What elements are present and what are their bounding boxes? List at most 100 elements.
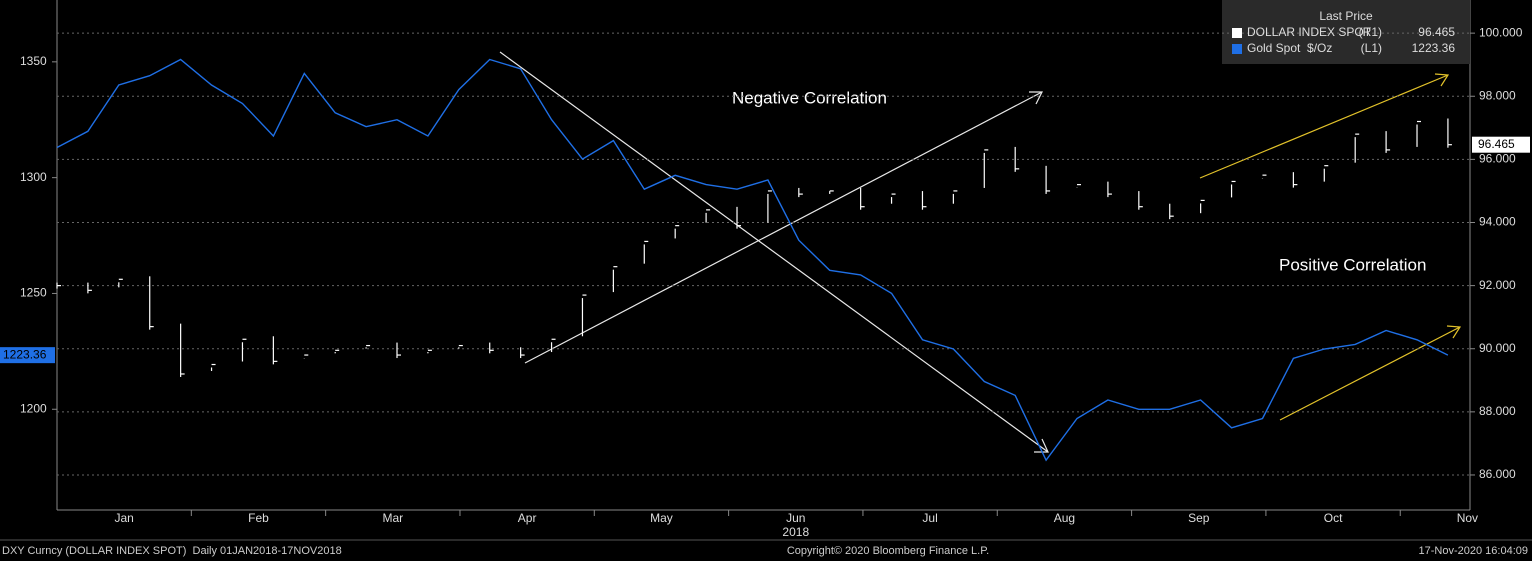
price-bar [674, 225, 680, 239]
arrows-yellow [1199, 73, 1462, 421]
price-bar [1169, 203, 1174, 220]
arrow [1279, 326, 1461, 421]
price-bar [1200, 199, 1205, 214]
arrow [1199, 74, 1449, 179]
last-value-label: 96.465 [1478, 137, 1515, 151]
price-bar [427, 349, 432, 354]
price-bar [180, 323, 185, 377]
arrow [524, 91, 1043, 364]
price-bar [767, 190, 772, 223]
year-label: 2018 [782, 525, 809, 539]
price-bar [1416, 120, 1422, 147]
price-bar [1323, 165, 1329, 182]
footer-right: 17-Nov-2020 16:04:09 [1419, 545, 1528, 557]
price-bar [705, 209, 711, 223]
annotation: Positive Correlation [1279, 255, 1426, 274]
legend-title: Last Price [1319, 9, 1373, 23]
last-value-box [1472, 136, 1530, 153]
legend-swatch [1232, 44, 1242, 54]
legend-axis: (R1) [1359, 25, 1382, 39]
annotation: Negative Correlation [732, 88, 887, 107]
arrow [499, 51, 1049, 453]
last-value-box [0, 347, 55, 364]
price-bar [1230, 180, 1236, 198]
price-bar [149, 276, 154, 330]
price-bar [210, 363, 216, 371]
price-bar [612, 266, 618, 293]
y2-tick-label: 96.000 [1479, 152, 1516, 166]
y2-tick-label: 88.000 [1479, 404, 1516, 418]
price-bar [365, 344, 371, 349]
arrow-head [1446, 325, 1462, 339]
arrow-head [1434, 73, 1450, 87]
price-bar [489, 342, 494, 354]
price-bar [1138, 191, 1143, 210]
y2-tick-label: 94.000 [1479, 215, 1516, 229]
price-bar [272, 336, 278, 365]
x-tick-label: Apr [518, 511, 537, 525]
price-bar [1045, 165, 1051, 194]
x-tick-label: Mar [382, 511, 403, 525]
price-bar [1385, 131, 1391, 153]
price-bar [241, 338, 247, 362]
legend-name: DOLLAR INDEX SPOT [1247, 25, 1372, 39]
y2-tick-label: 90.000 [1479, 341, 1516, 355]
y-tick-label: 1250 [20, 286, 47, 300]
legend-value: 1223.36 [1412, 41, 1456, 55]
y2-tick-label: 100.000 [1479, 25, 1523, 39]
last-value-label: 1223.36 [3, 347, 47, 361]
arrow-head [1029, 91, 1043, 105]
x-tick-label: Jun [786, 511, 805, 525]
series-line [56, 58, 1449, 462]
price-bar [396, 342, 402, 359]
price-bar [303, 354, 309, 359]
y-tick-label: 1200 [20, 401, 47, 415]
legend-box [1222, 0, 1470, 64]
price-bar [581, 294, 587, 337]
x-tick-label: Jan [114, 511, 133, 525]
price-bar [890, 193, 896, 204]
x-tick-label: May [650, 511, 673, 525]
x-tick-label: Jul [922, 511, 937, 525]
legend-swatch [1232, 28, 1242, 38]
price-bar [860, 187, 865, 210]
price-bar [1261, 174, 1267, 179]
price-bar [798, 187, 803, 198]
price-bar [643, 240, 649, 264]
price-bar [1014, 146, 1020, 172]
price-bar [921, 191, 927, 210]
footer-center: Copyright© 2020 Bloomberg Finance L.P. [787, 545, 989, 557]
price-bar [1354, 133, 1360, 163]
arrows [499, 51, 1049, 453]
price-bar [520, 347, 525, 359]
price-bar [1107, 181, 1112, 198]
price-bar [829, 190, 834, 194]
price-bar [952, 190, 958, 204]
y-tick-label: 1350 [20, 54, 47, 68]
legend-axis: (L1) [1361, 41, 1382, 55]
price-bar [983, 149, 989, 188]
x-tick-label: Aug [1054, 511, 1075, 525]
footer-left: DXY Curncy (DOLLAR INDEX SPOT) Daily 01J… [2, 545, 342, 557]
x-tick-label: Sep [1188, 511, 1210, 525]
legend-name: Gold Spot $/Oz [1247, 41, 1332, 55]
price-bar [736, 206, 742, 229]
y2-tick-label: 92.000 [1479, 278, 1516, 292]
price-bar [458, 344, 463, 349]
price-bar [1076, 184, 1082, 188]
y-tick-label: 1300 [20, 170, 47, 184]
price-bar [87, 282, 92, 294]
x-tick-label: Feb [248, 511, 269, 525]
x-tick-label: Oct [1324, 511, 1343, 525]
price-bar [1447, 118, 1452, 148]
price-bar [550, 338, 556, 353]
y2-tick-label: 98.000 [1479, 88, 1516, 102]
y2-tick-label: 86.000 [1479, 467, 1516, 481]
x-tick-label: Nov [1457, 511, 1478, 525]
price-bar [334, 349, 340, 354]
price-bar [56, 282, 61, 289]
price-bar [118, 278, 123, 288]
